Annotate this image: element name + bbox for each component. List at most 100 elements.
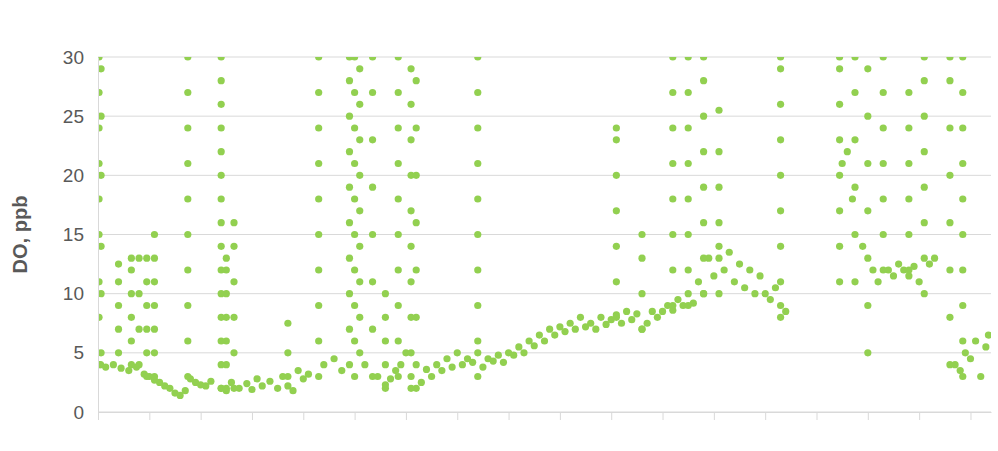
point [985, 331, 991, 338]
point [395, 89, 402, 96]
point [115, 260, 122, 267]
point [230, 278, 237, 285]
point [946, 172, 953, 179]
point [836, 172, 843, 179]
x-tick-mark [611, 412, 612, 420]
y-tick-label: 10 [63, 283, 84, 304]
point [859, 243, 866, 250]
point [428, 373, 435, 380]
point [184, 124, 191, 131]
point [644, 320, 651, 327]
point [117, 365, 124, 372]
point [248, 386, 255, 393]
point [618, 320, 625, 327]
point [315, 302, 322, 309]
point [382, 385, 389, 392]
point [700, 290, 707, 297]
point [110, 361, 117, 368]
point [151, 326, 158, 333]
point [715, 255, 722, 262]
point [921, 113, 928, 120]
point [135, 361, 142, 368]
x-tick-mark [252, 412, 253, 420]
point [777, 243, 784, 250]
x-tick-mark [406, 412, 407, 420]
point [659, 308, 666, 315]
point [685, 160, 692, 167]
y-tick-label: 25 [63, 106, 84, 127]
point [346, 255, 353, 262]
point [98, 172, 105, 179]
point [143, 278, 150, 285]
point [98, 349, 105, 356]
point [851, 231, 858, 238]
point [715, 243, 722, 250]
point [777, 172, 784, 179]
point [184, 337, 191, 344]
point [762, 290, 769, 297]
point [864, 65, 871, 72]
point [510, 352, 517, 359]
point [356, 101, 363, 108]
point [284, 320, 291, 327]
point [356, 136, 363, 143]
x-tick-mark [509, 412, 510, 420]
point [315, 231, 322, 238]
point [315, 124, 322, 131]
point [638, 326, 645, 333]
point [338, 367, 345, 374]
point [736, 260, 743, 267]
point [864, 302, 871, 309]
point [474, 349, 481, 356]
point [184, 266, 191, 273]
x-tick [817, 412, 818, 420]
point [143, 302, 150, 309]
point [369, 57, 376, 61]
point [351, 302, 358, 309]
point [115, 278, 122, 285]
point [253, 375, 260, 382]
point [128, 361, 135, 368]
point [751, 290, 758, 297]
point [700, 219, 707, 226]
point [230, 314, 237, 321]
point [151, 373, 158, 380]
point [315, 160, 322, 167]
point [946, 314, 953, 321]
x-tick [509, 412, 510, 420]
y-tick-label: 20 [63, 165, 84, 186]
point [218, 101, 225, 108]
point [151, 255, 158, 262]
point [772, 284, 779, 291]
point [351, 89, 358, 96]
point [382, 337, 389, 344]
y-tick-label: 30 [63, 47, 84, 68]
x-tick [765, 412, 766, 420]
point [407, 65, 414, 72]
point [407, 278, 414, 285]
point [218, 243, 225, 250]
y-axis-title: DO, ppb [9, 196, 31, 274]
point [223, 290, 230, 297]
point [931, 255, 938, 262]
point [346, 219, 353, 226]
point [864, 160, 871, 167]
point [128, 266, 135, 273]
x-tick [919, 412, 920, 420]
y-tick: 10 [63, 283, 98, 304]
point [880, 231, 887, 238]
point [351, 160, 358, 167]
x-tick [252, 412, 253, 420]
point [669, 160, 676, 167]
point [395, 266, 402, 273]
point [223, 385, 230, 392]
point [351, 373, 358, 380]
point [959, 89, 966, 96]
x-tick-mark [663, 412, 664, 420]
point [243, 380, 250, 387]
point [413, 361, 420, 368]
point [685, 231, 692, 238]
x-tick-mark [868, 412, 869, 420]
x-tick [98, 412, 99, 420]
point [959, 124, 966, 131]
